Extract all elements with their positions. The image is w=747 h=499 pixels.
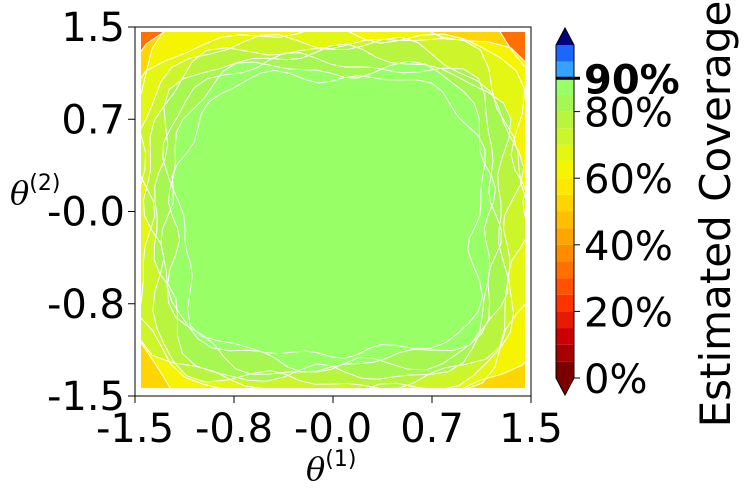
x-tick-label: 0.7: [400, 406, 464, 452]
colorbar-segment: [556, 45, 574, 62]
y-tick-label: -0.0: [47, 190, 125, 236]
contour-line: [142, 36, 525, 388]
contour-line: [141, 32, 525, 388]
colorbar-tick-label: 60%: [584, 157, 673, 203]
contour-line: [153, 43, 512, 382]
colorbar-segment: [556, 144, 574, 162]
y-tick-label: 0.7: [61, 97, 125, 143]
contour-line: [141, 34, 525, 388]
colorbar-segment: [556, 344, 574, 362]
contour-line: [160, 52, 502, 375]
colorbar-segment: [556, 128, 574, 145]
colorbar-segment: [556, 178, 574, 195]
colorbar-segment: [556, 311, 574, 329]
contour-line: [171, 69, 486, 359]
colorbar-segment: [556, 161, 574, 179]
colorbar-tick-label-highlight: 90%: [584, 57, 680, 103]
colorbar-segment: [556, 328, 574, 345]
x-axis: -1.5 -0.8 -0.0 0.7 1.5: [96, 396, 563, 452]
colorbar-label: Estimated Coverage: [691, 1, 740, 428]
colorbar-segment: [556, 361, 574, 378]
colorbar: [555, 26, 575, 397]
colorbar-tick-label: 40%: [584, 224, 673, 270]
colorbar-tick-label: 20%: [584, 290, 673, 336]
x-axis-label: θ(1): [306, 447, 356, 488]
colorbar-segment: [556, 278, 574, 295]
heatmap-contour-lines: [141, 32, 525, 388]
contour-line: [141, 32, 525, 388]
colorbar-segment: [556, 261, 574, 279]
y-tick-label: -0.8: [47, 282, 125, 328]
colorbar-tick-label: 80%: [584, 91, 673, 137]
colorbar-segment: [556, 228, 574, 245]
heatmap-regions: [141, 32, 525, 388]
colorbar-under-extension: [556, 378, 574, 395]
colorbar-over-extension: [556, 28, 574, 45]
colorbar-ticks: 0% 20% 40% 60% 80%90%: [556, 57, 680, 403]
colorbar-segment: [556, 294, 574, 312]
colorbar-segment: [556, 194, 574, 212]
x-tick-label: -1.5: [96, 406, 174, 452]
x-tick-label: -0.8: [195, 406, 273, 452]
colorbar-tick-label: 0%: [584, 357, 647, 403]
y-tick-label: -1.5: [47, 374, 125, 420]
colorbar-segment: [556, 244, 574, 262]
y-axis-label: θ(2): [10, 171, 60, 212]
heatmap-plateau-region: [172, 70, 486, 359]
colorbar-segment: [556, 94, 574, 112]
colorbar-segment: [556, 61, 574, 79]
x-tick-label: -0.0: [294, 406, 372, 452]
contour-line: [166, 60, 497, 373]
y-axis: 1.5 0.7 -0.0 -0.8 -1.5: [47, 5, 135, 420]
y-tick-label: 1.5: [61, 5, 125, 51]
colorbar-segment: [556, 211, 574, 229]
colorbar-segment: [556, 111, 574, 129]
colorbar-segment: [556, 78, 574, 95]
x-tick-label: 1.5: [499, 406, 563, 452]
